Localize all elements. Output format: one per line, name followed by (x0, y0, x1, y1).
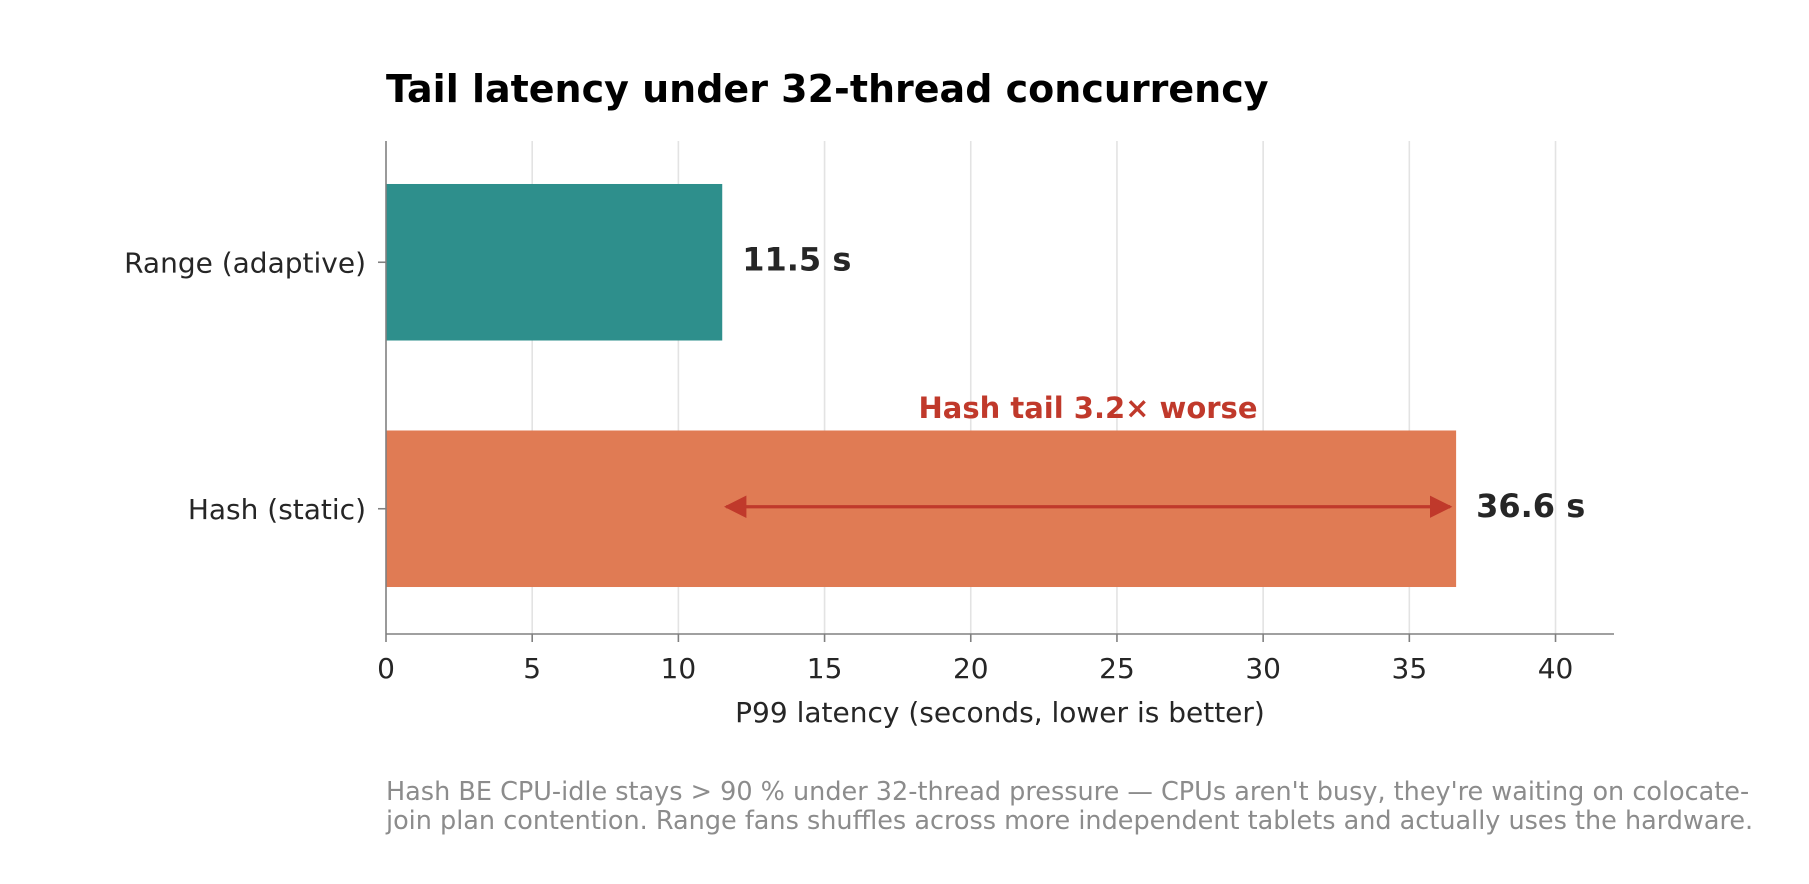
annotation: Hash tail 3.2× worse (723, 391, 1453, 518)
x-ticks: 0 5 10 15 20 25 30 35 40 (377, 634, 1573, 685)
value-label: 36.6 s (1476, 487, 1585, 525)
category-label: Hash (static) (188, 493, 366, 526)
x-tick-label: 30 (1245, 652, 1281, 685)
x-tick-label: 35 (1392, 652, 1428, 685)
x-axis-label: P99 latency (seconds, lower is better) (735, 696, 1265, 729)
category-label: Range (adaptive) (124, 246, 366, 279)
x-tick-label: 40 (1538, 652, 1574, 685)
value-label: 11.5 s (742, 240, 851, 278)
comparison-annotation: Hash tail 3.2× worse (919, 391, 1258, 425)
bar (386, 430, 1457, 588)
bars (386, 183, 1457, 588)
x-tick-label: 20 (953, 652, 989, 685)
x-tick-label: 25 (1099, 652, 1135, 685)
chart-caption: Hash BE CPU-idle stays > 90 % under 32-t… (386, 777, 1754, 836)
value-labels: 11.5 s 36.6 s (742, 240, 1585, 525)
x-tick-label: 5 (523, 652, 541, 685)
x-tick-label: 15 (807, 652, 843, 685)
bar (386, 183, 723, 341)
x-tick-label: 10 (661, 652, 697, 685)
x-tick-label: 0 (377, 652, 395, 685)
chart-title: Tail latency under 32-thread concurrency (386, 67, 1269, 111)
category-labels: Range (adaptive) Hash (static) (124, 246, 386, 526)
